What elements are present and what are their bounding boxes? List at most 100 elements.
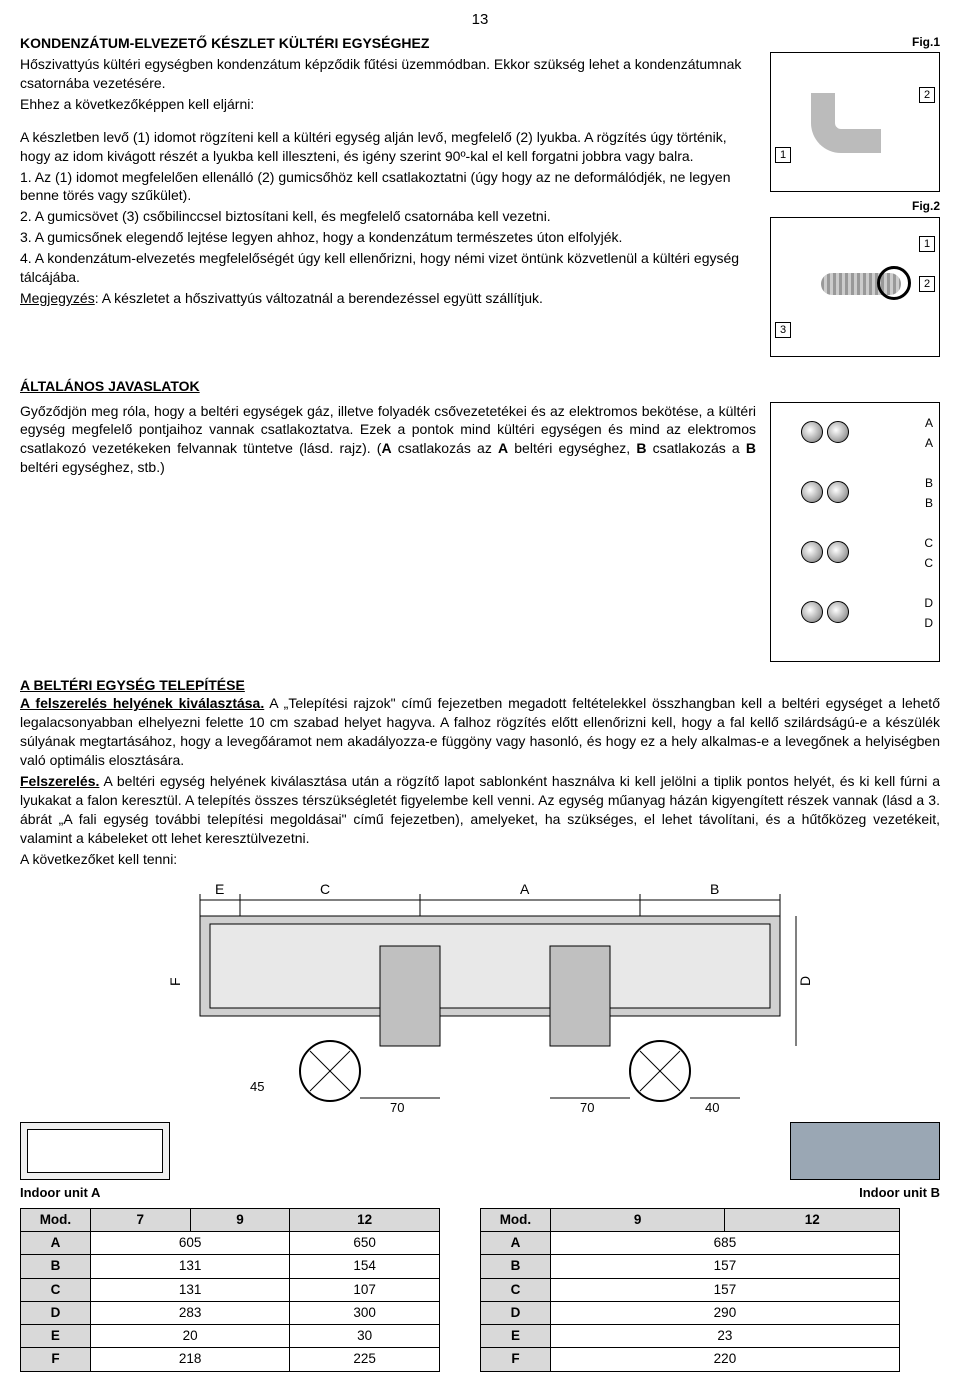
port-icon (801, 541, 823, 563)
kondenz-heading: KONDENZÁTUM-ELVEZETŐ KÉSZLET KÜLTÉRI EGY… (20, 34, 756, 53)
port-icon (827, 601, 849, 623)
fig2-label: Fig.2 (770, 198, 940, 214)
unit-b-icon (790, 1122, 940, 1180)
dim-70a: 70 (390, 1100, 404, 1115)
rk: F (21, 1348, 91, 1371)
port-icon (827, 421, 849, 443)
td: 107 (290, 1278, 440, 1301)
alt-heading: ÁLTALÁNOS JAVASLATOK (20, 377, 940, 396)
kondenz-li2: 2. A gumicsövet (3) csőbilinccsel biztos… (20, 207, 756, 226)
td: 290 (550, 1301, 899, 1324)
port-lbl: A (925, 415, 933, 431)
dim-E: E (215, 881, 224, 897)
rk: A (21, 1232, 91, 1255)
td: 23 (550, 1325, 899, 1348)
port-lbl: C (924, 555, 933, 571)
alt-t2: csatlakozás az (392, 440, 498, 456)
port-icon (827, 541, 849, 563)
th: 12 (725, 1208, 900, 1231)
kondenz-lead: Ehhez a következőképpen kell eljárni: (20, 95, 756, 114)
note-rest: : A készletet a hőszivattyús változatnál… (95, 290, 543, 306)
rk: B (21, 1255, 91, 1278)
rk: C (21, 1278, 91, 1301)
rk: E (21, 1325, 91, 1348)
dim-70b: 70 (580, 1100, 594, 1115)
th: 9 (550, 1208, 725, 1231)
dim-D: D (797, 976, 813, 986)
alt-b3: B (636, 440, 646, 456)
td: 650 (290, 1232, 440, 1255)
th-mod: Mod. (21, 1208, 91, 1231)
rk: F (481, 1348, 551, 1371)
dim-F: F (167, 978, 183, 987)
kondenz-section: KONDENZÁTUM-ELVEZETŐ KÉSZLET KÜLTÉRI EGY… (20, 34, 756, 362)
port-icon (801, 481, 823, 503)
td: 685 (550, 1232, 899, 1255)
fig1-elbow-icon (811, 93, 881, 153)
td: 157 (550, 1278, 899, 1301)
dim-40: 40 (705, 1100, 719, 1115)
td: 605 (90, 1232, 289, 1255)
th-mod: Mod. (481, 1208, 551, 1231)
kondenz-intro: Hőszivattyús kültéri egységben kondenzát… (20, 55, 756, 93)
rk: C (481, 1278, 551, 1301)
td: 30 (290, 1325, 440, 1348)
fig1-callout-1: 1 (775, 147, 791, 163)
dim-A: A (520, 881, 530, 897)
install-p2-text: A beltéri egység helyének kiválasztása u… (20, 773, 940, 846)
alt-t5: beltéri egységhez, stb.) (20, 459, 165, 475)
fig2-callout-1: 1 (919, 236, 935, 252)
fig1: 1 2 (770, 52, 940, 192)
dim-B: B (710, 881, 719, 897)
spec-table-a: Mod. 7 9 12 A605650 B131154 C131107 D283… (20, 1208, 440, 1372)
td: 154 (290, 1255, 440, 1278)
td: 300 (290, 1301, 440, 1324)
port-lbl: D (924, 615, 933, 631)
td: 157 (550, 1255, 899, 1278)
note-lead: Megjegyzés (20, 290, 95, 306)
kondenz-li1: 1. Az (1) idomot megfelelően ellenálló (… (20, 168, 756, 206)
port-icon (827, 481, 849, 503)
fig2: 1 2 3 (770, 217, 940, 357)
install-sub1: A felszerelés helyének kiválasztása. (20, 695, 264, 711)
fig1-label: Fig.1 (770, 34, 940, 50)
page-number: 13 (20, 10, 940, 30)
install-p1: A felszerelés helyének kiválasztása. A „… (20, 694, 940, 770)
rk: B (481, 1255, 551, 1278)
fig1-callout-2: 2 (919, 87, 935, 103)
port-icon (801, 601, 823, 623)
alt-b4: B (746, 440, 756, 456)
alt-b2: A (498, 440, 508, 456)
unit-a-label: Indoor unit A (20, 1184, 170, 1202)
td: 131 (90, 1278, 289, 1301)
port-lbl: D (924, 595, 933, 611)
port-lbl: A (925, 435, 933, 451)
fig2-callout-2: 2 (919, 276, 935, 292)
install-sub2: Felszerelés. (20, 773, 99, 789)
kondenz-li4: 4. A kondenzátum-elvezetés megfelelőségé… (20, 249, 756, 287)
port-lbl: C (924, 535, 933, 551)
td: 20 (90, 1325, 289, 1348)
dim-45: 45 (250, 1079, 264, 1094)
install-p3: A következőket kell tenni: (20, 850, 940, 869)
fig2-clamp-icon (877, 266, 911, 300)
port-lbl: B (925, 475, 933, 491)
unit-a-wrap: Indoor unit A (20, 1122, 170, 1202)
install-p2: Felszerelés. A beltéri egység helyének k… (20, 772, 940, 848)
th: 12 (290, 1208, 440, 1231)
kondenz-note: Megjegyzés: A készletet a hőszivattyús v… (20, 289, 756, 308)
alt-t3: beltéri egységhez, (508, 440, 636, 456)
kondenz-li3: 3. A gumicsőnek elegendő lejtése legyen … (20, 228, 756, 247)
td: 131 (90, 1255, 289, 1278)
th: 7 (90, 1208, 190, 1231)
alt-t4: csatlakozás a (646, 440, 745, 456)
fig-connectors: A A B B C C D D (770, 402, 940, 662)
rk: A (481, 1232, 551, 1255)
spec-table-b: Mod. 9 12 A685 B157 C157 D290 E23 F220 (480, 1208, 900, 1372)
fig2-callout-3: 3 (775, 322, 791, 338)
kondenz-p1: A készletben levő (1) idomot rögzíteni k… (20, 128, 756, 166)
td: 225 (290, 1348, 440, 1371)
rk: D (21, 1301, 91, 1324)
th: 9 (190, 1208, 290, 1231)
rk: E (481, 1325, 551, 1348)
